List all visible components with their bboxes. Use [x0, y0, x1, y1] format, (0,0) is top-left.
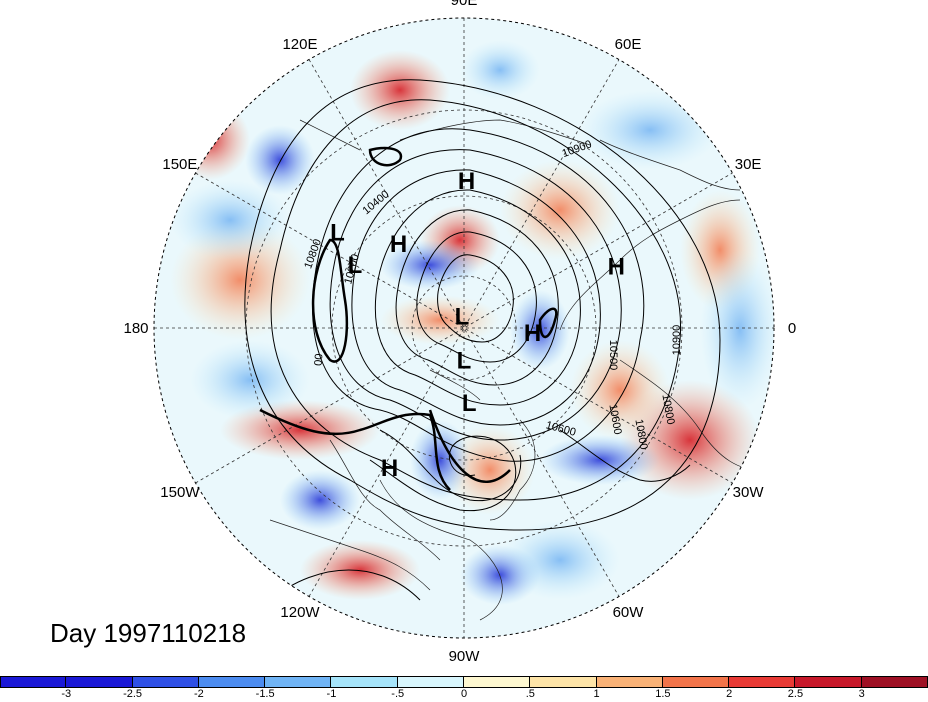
contour-label: 10500 [607, 340, 619, 371]
colorbar-swatch [729, 676, 796, 688]
colorbar-tick-label: -1 [326, 688, 337, 700]
colorbar-tick-label: -3 [61, 688, 72, 700]
longitude-labels: 90E 60E 30E 0 30W 60W 90W 120W 150W 180 150E 120E [123, 0, 796, 665]
high-pressure-marker: H [608, 254, 625, 281]
high-pressure-marker: H [458, 168, 475, 195]
colorbar-swatch [530, 676, 597, 688]
day-label: Day 1997110218 [50, 618, 247, 648]
colorbar: -3 -2.5 -2 -1.5 -1 -.5 0 .5 1 1.5 2 2.5 3 [0, 676, 928, 702]
colorbar-tick-label: 1.5 [655, 688, 671, 700]
colorbar-swatch [596, 676, 663, 688]
low-pressure-marker: L [455, 304, 470, 331]
contour-label: 00 [313, 353, 326, 366]
colorbar-swatch [464, 676, 531, 688]
colorbar-swatch [132, 676, 199, 688]
colorbar-swatch [66, 676, 133, 688]
colorbar-swatch [265, 676, 332, 688]
low-pressure-marker: L [330, 220, 345, 247]
longitude-label: 90W [449, 648, 481, 665]
longitude-label: 30E [735, 156, 762, 173]
longitude-label: 90E [451, 0, 478, 9]
low-pressure-marker: L [457, 348, 472, 375]
colorbar-tick-label: -2.5 [123, 688, 143, 700]
longitude-label: 60W [613, 604, 645, 621]
contour-label: 10800 [632, 418, 649, 450]
colorbar-tick-label: 3 [858, 688, 865, 700]
map-boundary [153, 17, 775, 639]
colorbar-swatch [662, 676, 730, 688]
colorbar-frame [0, 676, 928, 688]
colorbar-tick-label: .5 [525, 688, 535, 700]
longitude-label: 0 [788, 320, 796, 337]
longitude-label: 120W [280, 604, 320, 621]
bold-contours [259, 146, 558, 491]
contour-label: 10800 [659, 393, 676, 425]
longitude-label: 120E [282, 36, 317, 53]
colorbar-swatch [331, 676, 398, 688]
colorbar-tick-label: 1 [593, 688, 600, 700]
contour-label: 10600 [606, 403, 623, 435]
colorbar-tick-label: 2.5 [787, 688, 804, 700]
low-pressure-marker: L [462, 390, 477, 417]
colorbar-tick-label: -2 [193, 688, 204, 700]
contour-label: 10900 [671, 325, 683, 356]
high-pressure-marker: H [524, 320, 541, 347]
low-pressure-marker: L [348, 252, 363, 279]
colorbar-tick-label: 0 [460, 688, 468, 700]
longitude-label: 30W [733, 484, 765, 501]
colorbar-tick-label: -1.5 [255, 688, 275, 700]
colorbar-swatch [198, 676, 266, 688]
high-pressure-marker: H [381, 455, 398, 482]
longitude-label: 150W [160, 484, 200, 501]
colorbar-swatch [397, 676, 464, 688]
colorbar-swatch [795, 676, 862, 688]
high-pressure-marker: H [390, 231, 407, 258]
longitude-label: 60E [615, 36, 642, 53]
height-contours [244, 79, 721, 601]
colorbar-swatch [0, 676, 67, 688]
longitude-label: 180 [123, 320, 148, 337]
colorbar-tick-label: -.5 [391, 688, 405, 700]
colorbar-tick-label: 2 [726, 688, 733, 700]
longitude-label: 150E [162, 156, 197, 173]
